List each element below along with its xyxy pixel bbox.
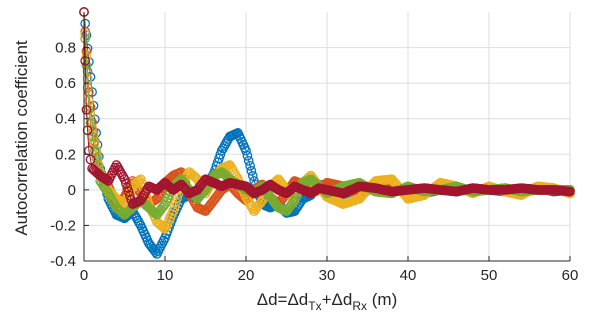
data-point xyxy=(107,195,118,206)
x-tick-label: 50 xyxy=(481,267,498,284)
data-point xyxy=(173,181,184,192)
axis-layer xyxy=(83,12,571,262)
data-point xyxy=(135,195,146,206)
series-5 xyxy=(79,7,575,209)
tick-label-layer: 0 10 20 30 40 50 60 -0.4 -0.2 0 0.2 0.4 0.6 0.8 xyxy=(50,40,578,284)
data-point xyxy=(565,186,575,197)
x-tick-label: 20 xyxy=(238,267,255,284)
y-tick-label: -0.4 xyxy=(50,253,76,270)
data-point xyxy=(119,174,130,185)
data-point xyxy=(116,169,127,180)
y-tick-label: 0 xyxy=(68,182,76,199)
x-axis-title-sub-tx: Tx xyxy=(308,299,321,313)
data-point xyxy=(81,104,92,115)
data-point xyxy=(169,201,180,212)
data-point xyxy=(245,160,255,171)
data-point xyxy=(243,155,254,166)
data-point xyxy=(134,175,145,186)
x-tick-label: 10 xyxy=(157,267,174,284)
data-point xyxy=(170,197,181,208)
x-axis-title: Δd=ΔdTx+ΔdRx (m) xyxy=(257,290,398,313)
data-point xyxy=(216,145,227,156)
data-point xyxy=(135,174,146,185)
data-point xyxy=(242,150,253,161)
x-tick-label: 40 xyxy=(400,267,417,284)
y-tick-label: 0.2 xyxy=(55,146,76,163)
data-point xyxy=(288,197,299,208)
data-point xyxy=(247,171,258,181)
data-point xyxy=(122,182,133,193)
x-axis-title-sub-rx: Rx xyxy=(352,299,367,313)
data-point xyxy=(264,180,274,191)
x-tick-label: 60 xyxy=(562,267,579,284)
data-point xyxy=(134,218,145,228)
data-point xyxy=(120,178,131,189)
x-tick-label: 30 xyxy=(319,267,336,284)
y-axis-title: Autocorrelation coefficient xyxy=(12,40,31,236)
x-axis-title-part-main: Δd=Δd xyxy=(257,290,309,309)
data-point xyxy=(80,56,91,66)
data-point xyxy=(106,193,116,204)
data-point xyxy=(241,145,251,156)
data-point xyxy=(125,190,135,201)
data-point xyxy=(82,125,93,136)
data-point xyxy=(85,154,96,165)
series-layer xyxy=(79,7,575,259)
data-point xyxy=(123,186,134,197)
data-point xyxy=(168,206,178,217)
data-point xyxy=(84,104,94,115)
data-point xyxy=(89,145,100,156)
data-point xyxy=(111,160,122,170)
x-axis-title-part-unit: (m) xyxy=(367,290,397,309)
data-point xyxy=(88,138,99,149)
data-point xyxy=(84,145,94,156)
y-tick-label: -0.2 xyxy=(50,217,76,234)
data-point xyxy=(158,201,169,211)
x-axis-title-part-plus: +Δd xyxy=(322,290,353,309)
y-tick-label: 0.6 xyxy=(55,75,76,92)
y-tick-label: 0.4 xyxy=(55,111,76,128)
x-tick-label: 0 xyxy=(80,267,88,284)
data-point xyxy=(246,166,257,176)
data-point xyxy=(224,160,235,170)
data-point xyxy=(219,141,230,151)
data-point xyxy=(81,60,92,71)
data-point xyxy=(138,190,149,201)
data-point xyxy=(243,196,254,207)
data-point xyxy=(103,188,114,199)
data-point xyxy=(257,195,268,206)
data-point xyxy=(115,167,126,177)
data-point xyxy=(130,211,141,221)
y-tick-label: 0.8 xyxy=(55,40,76,57)
